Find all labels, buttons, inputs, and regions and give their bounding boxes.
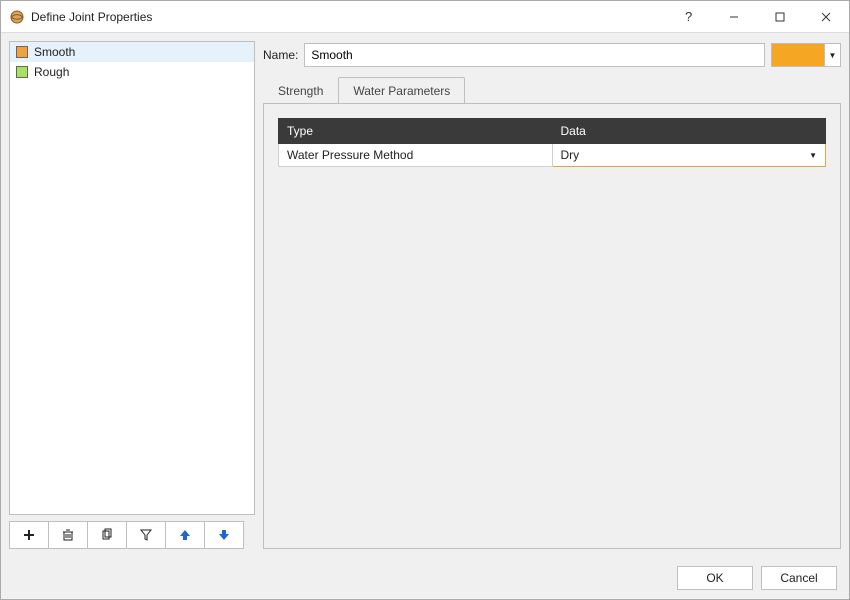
properties-panel: Name: ▼ Strength Water Parameters — [263, 41, 841, 549]
delete-button[interactable] — [48, 521, 88, 549]
color-fill-icon — [772, 44, 824, 66]
tab-strength[interactable]: Strength — [263, 77, 338, 104]
joint-list[interactable]: Smooth Rough — [9, 41, 255, 515]
button-label: Cancel — [780, 571, 817, 585]
cell-value: Dry — [561, 148, 580, 162]
name-label: Name: — [263, 48, 298, 62]
list-item[interactable]: Rough — [10, 62, 254, 82]
dialog-window: Define Joint Properties ? Smooth Rou — [0, 0, 850, 600]
dialog-body: Smooth Rough — [1, 33, 849, 557]
tab-label: Strength — [278, 84, 323, 98]
tab-water-parameters[interactable]: Water Parameters — [338, 77, 465, 104]
color-picker-button[interactable]: ▼ — [771, 43, 841, 67]
cancel-button[interactable]: Cancel — [761, 566, 837, 590]
title-bar: Define Joint Properties ? — [1, 1, 849, 33]
list-toolbar — [9, 521, 255, 549]
move-down-button[interactable] — [204, 521, 244, 549]
help-button[interactable]: ? — [665, 1, 711, 33]
svg-text:?: ? — [685, 10, 692, 24]
chevron-down-icon: ▼ — [824, 44, 840, 66]
window-title: Define Joint Properties — [31, 10, 665, 24]
dialog-footer: OK Cancel — [1, 557, 849, 599]
joint-list-panel: Smooth Rough — [9, 41, 255, 549]
ok-button[interactable]: OK — [677, 566, 753, 590]
minimize-button[interactable] — [711, 1, 757, 33]
color-swatch-icon — [16, 46, 28, 58]
filter-button[interactable] — [126, 521, 166, 549]
tab-label: Water Parameters — [353, 84, 450, 98]
maximize-button[interactable] — [757, 1, 803, 33]
chevron-down-icon: ▼ — [809, 151, 817, 160]
list-item-label: Smooth — [34, 45, 75, 59]
button-label: OK — [706, 571, 723, 585]
name-row: Name: ▼ — [263, 43, 841, 67]
list-item[interactable]: Smooth — [10, 42, 254, 62]
column-header-type: Type — [279, 119, 553, 144]
tab-panel: Type Data Water Pressure Method Dry ▼ — [263, 103, 841, 549]
tab-strip: Strength Water Parameters — [263, 77, 841, 104]
cell-data[interactable]: Dry ▼ — [552, 144, 826, 167]
table-row: Water Pressure Method Dry ▼ — [279, 144, 826, 167]
color-swatch-icon — [16, 66, 28, 78]
name-input[interactable] — [304, 43, 765, 67]
column-header-data: Data — [552, 119, 826, 144]
app-icon — [9, 9, 25, 25]
move-up-button[interactable] — [165, 521, 205, 549]
copy-button[interactable] — [87, 521, 127, 549]
cell-type: Water Pressure Method — [279, 144, 553, 167]
close-button[interactable] — [803, 1, 849, 33]
list-item-label: Rough — [34, 65, 69, 79]
parameters-table: Type Data Water Pressure Method Dry ▼ — [278, 118, 826, 167]
add-button[interactable] — [9, 521, 49, 549]
